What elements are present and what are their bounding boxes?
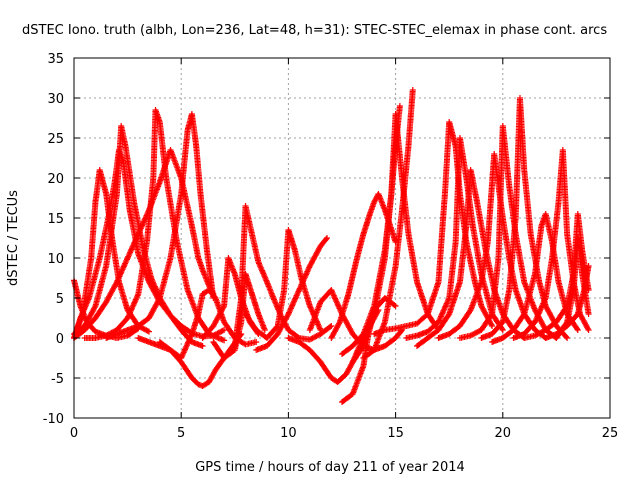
y-tick-label: 20: [47, 172, 64, 187]
x-tick-label: 5: [177, 426, 185, 441]
x-tick-label: 10: [280, 426, 297, 441]
y-tick-label: 25: [47, 132, 64, 147]
axis-ticks: 0 5 10 15 20 25 -10 -5 0 5 10 15 20 25 30 35: [43, 52, 619, 441]
y-tick-label: 0: [56, 332, 64, 347]
y-axis-label: dSTEC / TECUs: [6, 190, 21, 286]
y-tick-label: -5: [51, 372, 64, 387]
chart-title: dSTEC Iono. truth (albh, Lon=236, Lat=48…: [22, 23, 607, 38]
x-tick-label: 20: [495, 426, 512, 441]
series-markers: [553, 235, 592, 341]
series-arc: [478, 95, 571, 341]
y-tick-label: 30: [47, 92, 64, 107]
x-tick-label: 0: [70, 426, 78, 441]
series-arc: [242, 227, 324, 341]
series-arc: [553, 235, 592, 341]
series-markers: [103, 111, 217, 341]
y-tick-label: 10: [47, 252, 64, 267]
series-arc: [81, 107, 228, 344]
series-arc: [253, 235, 330, 353]
series-markers: [253, 235, 330, 353]
series-markers: [349, 111, 442, 365]
x-tick-label: 25: [602, 426, 619, 441]
series-markers: [414, 167, 528, 349]
x-axis-label: GPS time / hours of day 211 of year 2014: [195, 460, 465, 475]
plot-frame: [73, 57, 611, 419]
series-markers: [242, 227, 324, 341]
y-tick-label: -10: [43, 412, 64, 427]
series-markers: [478, 95, 571, 341]
y-tick-label: 35: [47, 52, 64, 67]
series-arc: [103, 111, 217, 341]
y-tick-label: 15: [47, 212, 64, 227]
series-arc: [360, 87, 416, 361]
series-markers: [360, 87, 416, 361]
data-marks: [71, 87, 592, 405]
series-arc: [414, 167, 528, 349]
y-tick-label: 5: [56, 292, 64, 307]
series-markers: [81, 107, 228, 344]
series-arc: [349, 111, 442, 365]
x-tick-label: 15: [387, 426, 404, 441]
